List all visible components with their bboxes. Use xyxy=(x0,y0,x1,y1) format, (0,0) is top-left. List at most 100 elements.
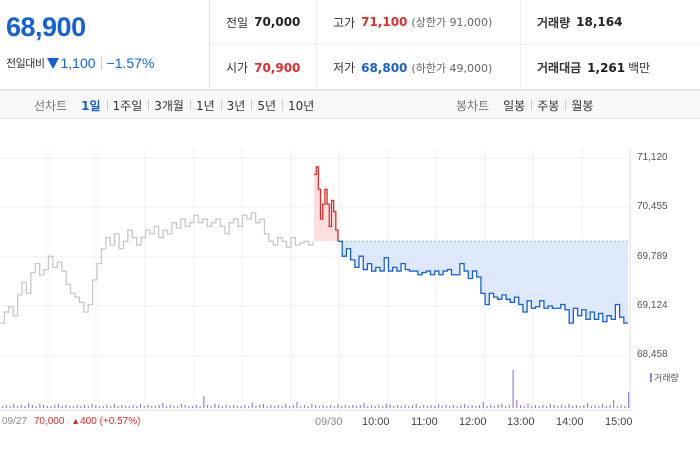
volume-bar xyxy=(296,402,298,408)
x-tick: 09/30 xyxy=(315,416,343,428)
volume-bar xyxy=(382,406,384,408)
volume-bar xyxy=(169,405,171,408)
period-10y[interactable]: 10년 xyxy=(282,97,320,114)
volume-bar xyxy=(352,405,354,408)
volume-bar xyxy=(333,406,335,408)
stat-upper-limit: (상한가 91,000) xyxy=(411,16,493,29)
volume-bar xyxy=(285,404,287,408)
volume-bar xyxy=(441,406,443,408)
volume-bar xyxy=(247,406,250,408)
volume-bar xyxy=(203,396,205,408)
candle-monthly[interactable]: 월봉 xyxy=(565,97,599,114)
volume-bar xyxy=(575,405,578,408)
volume-bar xyxy=(348,406,350,408)
volume-bar xyxy=(449,406,451,408)
volume-bar xyxy=(35,406,37,408)
volume-bar xyxy=(188,406,190,408)
change-row: 전일대비 1,100 −1.57% xyxy=(6,54,154,72)
volume-bar xyxy=(400,406,402,408)
volume-bar xyxy=(128,406,130,408)
period-1y[interactable]: 1년 xyxy=(189,97,221,114)
volume-bar xyxy=(624,406,626,408)
volume-bar xyxy=(590,406,592,408)
volume-bar xyxy=(206,405,209,408)
volume-bar xyxy=(568,404,570,408)
volume-bar xyxy=(177,406,179,408)
volume-bar xyxy=(497,405,499,408)
volume-bar xyxy=(80,406,82,408)
volume-bar xyxy=(221,406,224,408)
volume-bar xyxy=(151,406,153,408)
volume-bar xyxy=(311,404,313,408)
volume-bar xyxy=(628,392,630,408)
volume-bar xyxy=(147,405,149,408)
stat-volume: 거래량 18,164 xyxy=(520,0,700,44)
volume-bar xyxy=(620,405,622,408)
volume-bar xyxy=(505,406,507,408)
volume-bar xyxy=(609,405,611,408)
line-chart-title: 선차트 xyxy=(34,98,68,113)
candle-weekly[interactable]: 주봉 xyxy=(531,97,565,114)
quote-summary: 68,900 전일대비 1,100 −1.57% 전일 70,000 고가 71… xyxy=(0,0,700,90)
volume-bar xyxy=(519,405,522,408)
prev-day-date: 09/27 xyxy=(2,416,28,427)
volume-bar xyxy=(594,405,596,408)
volume-bar xyxy=(359,405,361,408)
period-3y[interactable]: 3년 xyxy=(220,97,252,114)
prev-day-close: 70,000 xyxy=(33,416,65,427)
stat-label: 거래대금 xyxy=(537,61,582,75)
stat-value: 71,100 xyxy=(361,15,408,29)
volume-bar xyxy=(154,406,156,408)
volume-bar xyxy=(445,405,447,408)
period-1w[interactable]: 1주일 xyxy=(106,97,149,114)
volume-bar xyxy=(158,405,160,408)
volume-bar xyxy=(292,405,294,408)
candle-daily[interactable]: 일봉 xyxy=(503,98,526,113)
volume-bar xyxy=(214,404,216,408)
period-1d[interactable]: 1일 xyxy=(81,98,101,113)
up-triangle-icon: ▲ xyxy=(71,416,81,426)
volume-bar xyxy=(423,405,425,408)
stat-value: 70,000 xyxy=(254,15,301,29)
stat-label: 시가 xyxy=(226,61,249,75)
volume-bar xyxy=(87,406,89,408)
volume-bar xyxy=(76,405,78,408)
volume-bar xyxy=(460,405,462,408)
stat-open: 시가 70,900 xyxy=(210,45,316,90)
stats-row-1: 전일 70,000 고가 71,100 (상한가 91,000) 거래량 18,… xyxy=(210,0,700,45)
volume-bar xyxy=(616,406,619,408)
volume-bar xyxy=(393,406,395,408)
volume-bar xyxy=(549,404,551,408)
stat-value: 1,261 xyxy=(587,60,626,75)
volume-bar xyxy=(337,404,339,408)
volume-bar xyxy=(486,406,488,408)
volume-bar xyxy=(95,405,97,408)
volume-bar xyxy=(65,405,67,408)
volume-bar xyxy=(326,406,328,408)
stat-value: 18,164 xyxy=(576,15,623,29)
volume-bar xyxy=(31,405,34,408)
volume-bar xyxy=(355,406,358,408)
volume-bar xyxy=(408,406,410,408)
volume-bar xyxy=(374,406,376,408)
volume-bar xyxy=(516,400,518,408)
volume-bar xyxy=(508,405,510,408)
volume-bar xyxy=(579,406,581,408)
volume-bar xyxy=(605,406,607,408)
volume-bar xyxy=(437,404,440,408)
line-chart-periods: 선차트 1일 1주일 3개월 1년 3년 5년 10년 xyxy=(34,91,320,119)
stat-label: 고가 xyxy=(333,15,356,30)
volume-legend-label: 거래량 xyxy=(654,374,679,384)
volume-bar xyxy=(329,405,332,408)
volume-bar xyxy=(229,406,231,408)
volume-bar xyxy=(143,406,145,408)
volume-bar xyxy=(396,405,399,408)
period-5y[interactable]: 5년 xyxy=(251,97,282,114)
volume-bar xyxy=(475,406,477,408)
period-3m[interactable]: 3개월 xyxy=(148,97,190,114)
volume-bar xyxy=(370,405,373,408)
volume-bar xyxy=(9,406,11,408)
volume-bar xyxy=(493,406,496,408)
chart-canvas xyxy=(0,148,631,411)
volume-bar xyxy=(490,405,492,408)
